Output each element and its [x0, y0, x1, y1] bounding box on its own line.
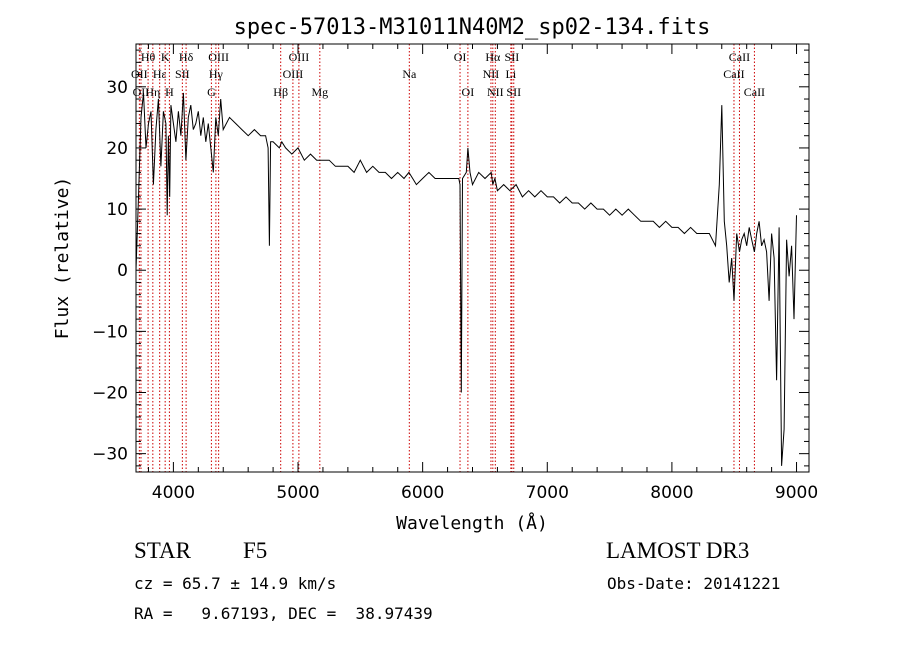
line-label-22: SII: [505, 50, 520, 64]
line-label-15: Mg: [311, 85, 328, 99]
y-tick-label-2: −10: [92, 322, 128, 342]
line-label-8: Hδ: [179, 50, 194, 64]
line-label-13: OIII: [283, 67, 304, 81]
x-tick-label-2: 6000: [401, 483, 444, 503]
x-axis-label: Wavelength (Å): [396, 512, 548, 534]
spectrum-line: [135, 92, 797, 466]
y-tick-label-0: −30: [92, 445, 128, 465]
x-axis: 4000 5000 6000 7000 8000 9000: [147, 44, 818, 503]
line-label-5: H: [165, 85, 174, 99]
line-label-27: CaII: [744, 85, 765, 99]
y-tick-label-1: −20: [92, 384, 128, 404]
coordinates: RA = 9.67193, DEC = 38.97439: [134, 604, 433, 623]
survey-name: LAMOST DR3: [606, 538, 750, 563]
obs-date: Obs-Date: 20141221: [607, 574, 781, 593]
velocity-readout: cz = 65.7 ± 14.9 km/s: [134, 574, 337, 593]
line-label-20: Hα: [485, 50, 501, 64]
y-axis-label: Flux (relative): [52, 177, 73, 340]
y-axis: −30 −20 −10 0 10 20 30: [92, 49, 809, 467]
x-tick-label-3: 7000: [526, 483, 569, 503]
y-tick-label-4: 10: [106, 200, 128, 220]
x-tick-label-5: 9000: [775, 483, 818, 503]
line-label-12: Hβ: [273, 85, 288, 99]
line-label-16: Na: [402, 67, 417, 81]
x-tick-label-1: 5000: [276, 483, 319, 503]
line-label-14: OIII: [289, 50, 310, 64]
spectral-line-markers: [138, 44, 755, 472]
object-class: STAR: [134, 538, 191, 563]
line-label-18: OI: [462, 85, 475, 99]
line-label-4: K: [161, 50, 170, 64]
line-label-26: CaII: [729, 50, 750, 64]
line-label-23: Li: [506, 67, 517, 81]
x-tick-label-4: 8000: [650, 483, 693, 503]
line-label-10: Hγ: [209, 67, 224, 81]
line-label-6: Hε: [153, 67, 167, 81]
line-label-3: Hη: [145, 85, 160, 99]
y-tick-label-3: 0: [117, 261, 128, 281]
line-label-2: OII: [133, 85, 150, 99]
y-tick-label-6: 30: [106, 78, 128, 98]
line-label-25: CaII: [723, 67, 744, 81]
x-tick-label-0: 4000: [152, 483, 195, 503]
chart-title: spec-57013-M31011N40M2_sp02-134.fits: [234, 15, 711, 40]
line-label-7: SII: [175, 67, 190, 81]
line-label-21: NII: [487, 85, 504, 99]
object-subclass: F5: [243, 538, 268, 563]
y-tick-label-5: 20: [106, 139, 128, 159]
line-label-1: OII: [131, 67, 148, 81]
line-label-11: G: [207, 85, 216, 99]
line-label-19: NII: [483, 67, 500, 81]
line-label-24: SII: [506, 85, 521, 99]
line-label-0: Hθ: [141, 50, 156, 64]
line-label-9: OIII: [208, 50, 229, 64]
plot-frame: [135, 43, 810, 473]
line-label-17: OI: [454, 50, 467, 64]
